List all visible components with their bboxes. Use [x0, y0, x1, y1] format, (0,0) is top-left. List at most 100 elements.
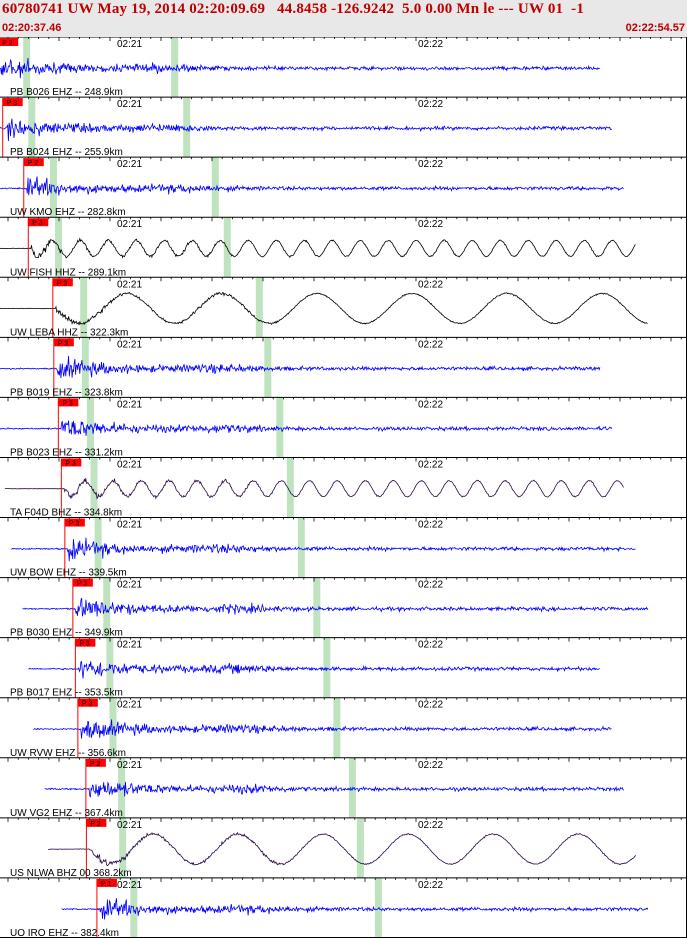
phase-window — [223, 217, 231, 278]
tick-label: 02:21 — [117, 219, 142, 230]
tick-label: 02:21 — [117, 880, 142, 891]
waveform-trace — [0, 57, 600, 79]
tick-label: 02:21 — [117, 279, 142, 290]
pick-flag — [72, 578, 93, 587]
tick-label: 02:22 — [418, 760, 443, 771]
station-label: UW FISH HHZ -- 289.1km — [10, 267, 126, 278]
pick-flag — [52, 278, 73, 287]
station-label: PB B017 EHZ -- 353.5km — [10, 688, 123, 699]
pick-flag — [77, 698, 98, 707]
pick-flag — [23, 158, 44, 167]
phase-window — [183, 97, 191, 158]
waveform-trace — [0, 118, 612, 142]
pick-label: P 3 — [32, 220, 42, 227]
tick-label: 02:22 — [418, 640, 443, 651]
tick-label: 02:22 — [418, 399, 443, 410]
tick-label: 02:22 — [418, 279, 443, 290]
pick-label: P 3 — [58, 340, 68, 347]
tick-label: 02:21 — [117, 159, 142, 170]
pick-flag — [61, 458, 82, 467]
station-label: UW VG2 EHZ -- 367.4km — [10, 808, 123, 819]
seismogram-plot: 02:21 02:22P 2PB B026 EHZ -- 248.9km02:21… — [0, 37, 687, 938]
phase-window — [276, 397, 284, 458]
tick-label: 02:22 — [418, 820, 443, 831]
tick-label: 02:21 — [117, 580, 142, 591]
waveform-trace — [11, 537, 636, 562]
pick-label: P 3 — [7, 100, 17, 107]
tick-label: 02:22 — [418, 700, 443, 711]
waveform-trace — [4, 478, 624, 500]
tick-label: 02:22 — [418, 339, 443, 350]
pick-label: P 3 — [69, 521, 79, 528]
tick-label: 02:22 — [418, 880, 443, 891]
phase-window — [171, 37, 179, 98]
phase-window — [49, 157, 57, 218]
pick-label: P 3 — [79, 641, 89, 648]
phase-window — [109, 697, 117, 758]
phase-window — [297, 517, 305, 578]
tick-label: 02:21 — [117, 520, 142, 531]
phase-window — [94, 517, 102, 578]
pick-label: P 1 — [101, 881, 111, 888]
phase-window — [264, 337, 272, 398]
window-start-time: 02:20:37.46 — [2, 22, 62, 34]
tick-label: 02:21 — [117, 339, 142, 350]
pick-flag — [53, 338, 74, 347]
station-label: PB B024 EHZ -- 255.9km — [10, 147, 123, 158]
waveform-trace — [0, 355, 601, 379]
waveform-trace — [22, 597, 649, 617]
tick-label: 02:22 — [418, 520, 443, 531]
waveform-trace — [61, 898, 649, 920]
station-label: UW KMO EHZ -- 282.8km — [10, 207, 126, 218]
pick-flag — [28, 218, 49, 227]
phase-window — [323, 637, 331, 698]
pick-label: P 2 — [90, 761, 100, 768]
pick-label: P 2 — [2, 40, 12, 47]
pick-flag — [2, 98, 23, 107]
pick-label: P 3 — [65, 460, 75, 467]
pick-flag — [64, 518, 85, 527]
station-label: UW RVW EHZ -- 356.6km — [10, 748, 126, 759]
tick-label: 02:22 — [418, 580, 443, 591]
tick-label: 02:22 — [418, 459, 443, 470]
pick-flag — [85, 758, 106, 767]
tick-label: 02:22 — [418, 99, 443, 110]
phase-window — [211, 157, 219, 218]
pick-flag — [58, 398, 79, 407]
window-end-time: 02:22:54.57 — [625, 22, 685, 34]
waveform-trace — [33, 719, 612, 739]
tick-label: 02:21 — [117, 640, 142, 651]
event-header: 60780741 UW May 19, 2014 02:20:09.69 44.… — [0, 0, 687, 37]
pick-flag — [86, 818, 107, 827]
pick-flag — [75, 638, 96, 647]
tick-label: 02:21 — [117, 99, 142, 110]
station-label: TA F04D BHZ -- 334.8km — [10, 508, 122, 519]
pick-label: P 3 — [57, 280, 67, 287]
phase-window — [286, 457, 294, 518]
pick-label: P 3 — [62, 400, 72, 407]
waveform-trace — [0, 420, 613, 436]
phase-window — [313, 577, 321, 638]
phase-window — [255, 277, 263, 338]
waveform-trace — [0, 291, 648, 326]
tick-label: 02:21 — [117, 459, 142, 470]
phase-window — [103, 577, 111, 638]
tick-label: 02:21 — [117, 820, 142, 831]
pick-flag — [96, 878, 117, 887]
station-label: UO IRO EHZ -- 382.4km — [10, 928, 119, 938]
tick-label: 02:22 — [418, 219, 443, 230]
station-label: PB B023 EHZ -- 331.2km — [10, 447, 123, 458]
phase-window — [333, 697, 341, 758]
phase-window — [80, 277, 88, 338]
pick-label: P 3 — [82, 701, 92, 708]
station-label: PB B030 EHZ -- 349.9km — [10, 628, 123, 639]
station-label: PB B026 EHZ -- 248.9km — [10, 87, 123, 98]
phase-window — [356, 817, 364, 878]
tick-label: 02:21 — [117, 700, 142, 711]
tick-label: 02:22 — [418, 39, 443, 50]
station-label: UW LEBA HHZ -- 322.3km — [10, 327, 128, 338]
pick-label: P 2 — [90, 821, 100, 828]
station-label: US NLWA BHZ 00 368.2km — [10, 868, 132, 879]
tick-label: 02:22 — [418, 159, 443, 170]
waveform-trace — [44, 781, 624, 798]
